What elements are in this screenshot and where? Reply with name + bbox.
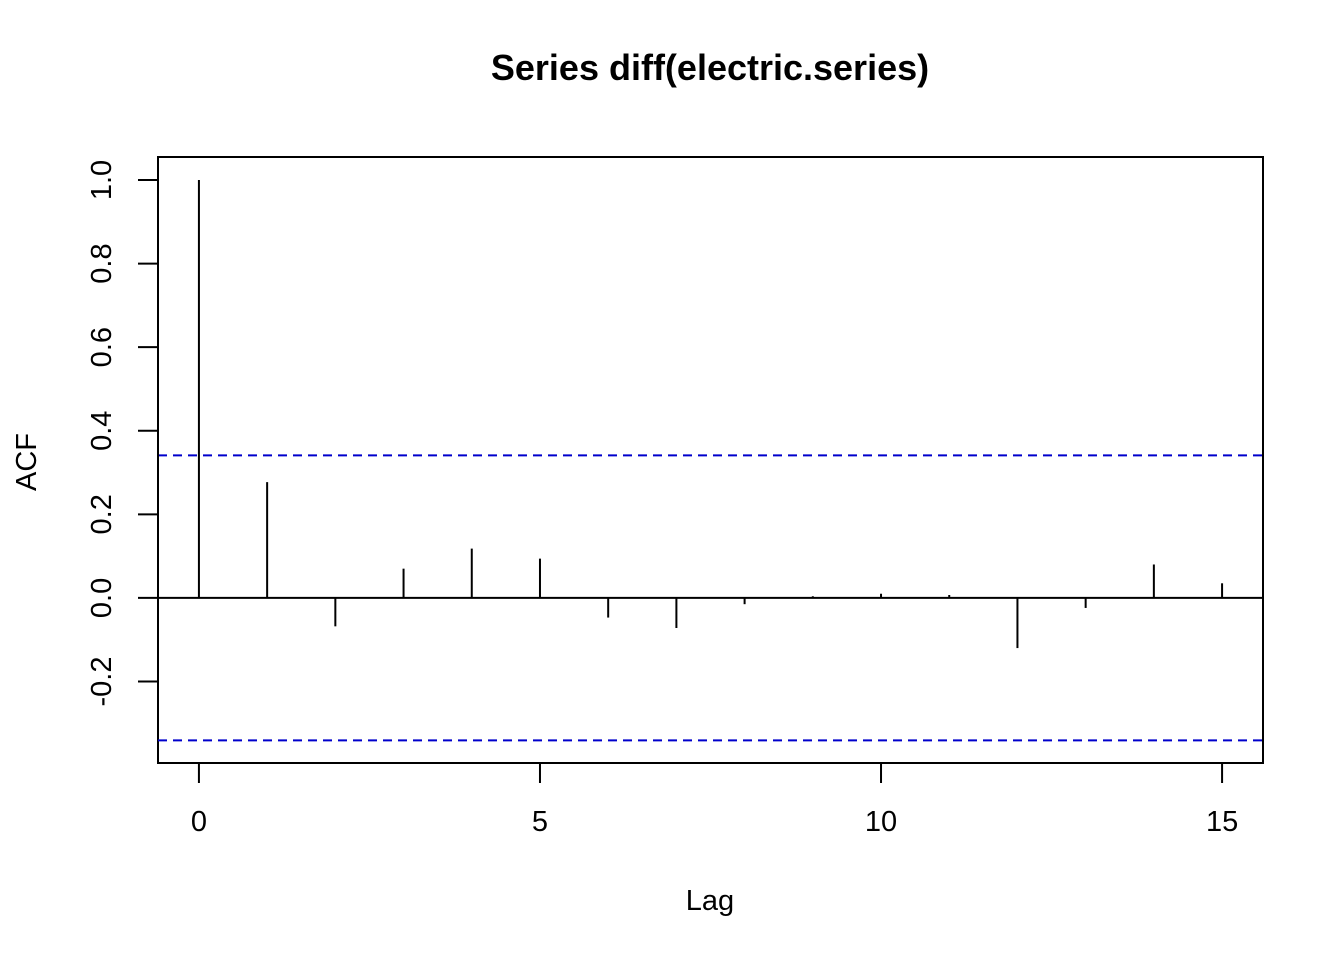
x-tick-label: 15 — [1206, 806, 1238, 838]
y-tick-label: 0.2 — [86, 494, 118, 534]
x-tick-label: 0 — [191, 806, 207, 838]
y-axis-label: ACF — [11, 433, 43, 491]
x-tick-label: 10 — [865, 806, 897, 838]
x-axis-label: Lag — [686, 885, 734, 917]
y-tick-label: 0.0 — [86, 578, 118, 618]
y-tick-label: 1.0 — [86, 160, 118, 200]
y-tick-label: 0.4 — [86, 411, 118, 451]
x-tick-label: 5 — [532, 806, 548, 838]
plot-frame — [157, 156, 1264, 764]
y-tick-label: 0.8 — [86, 243, 118, 283]
y-tick-label: -0.2 — [86, 657, 118, 707]
y-tick-label: 0.6 — [86, 327, 118, 367]
chart-title: Series diff(electric.series) — [491, 47, 929, 88]
